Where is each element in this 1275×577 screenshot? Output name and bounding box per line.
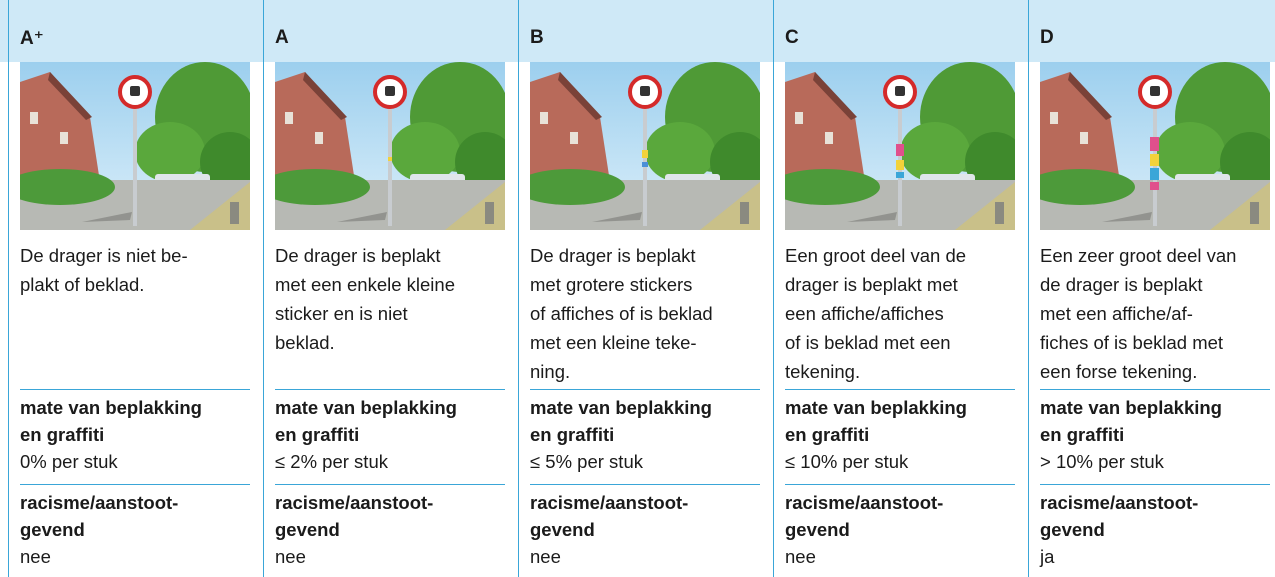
criterion-label: en graffiti (530, 424, 615, 445)
grade-label: D (1040, 27, 1054, 48)
grade-column: B De drager is beplakt met grotere sticke… (518, 0, 773, 577)
description-line: of affiches of is beklad (530, 303, 713, 324)
description-line: De drager is beplakt (530, 245, 696, 266)
grade-label: A (275, 27, 289, 48)
grade-label: A⁺ (20, 28, 44, 49)
grade-label: C (785, 27, 799, 48)
criterion-label: racisme/aanstoot- (1040, 492, 1199, 513)
description-line: Een groot deel van de (785, 245, 967, 266)
criterion-value: nee (20, 546, 51, 567)
criterion-label: en graffiti (275, 424, 360, 445)
description-line: met grotere stickers (530, 274, 693, 295)
separator (275, 484, 505, 485)
criterion-label: gevend (530, 519, 595, 540)
criterion-label: en graffiti (785, 424, 870, 445)
criterion-value: ≤ 5% per stuk (530, 451, 643, 472)
description-line: fiches of is beklad met (1040, 332, 1224, 353)
description-line: sticker en is niet (275, 303, 408, 324)
criterion-label: racisme/aanstoot- (20, 492, 179, 513)
grade-column: D Een zeer groot deel van de drager is be… (1028, 0, 1275, 577)
separator (530, 484, 760, 485)
description-line: ning. (530, 361, 571, 382)
street-photo (785, 62, 1015, 230)
grade-column: C Een groot deel van de drager is beplakt… (773, 0, 1028, 577)
criterion-label: en graffiti (1040, 424, 1125, 445)
grade-label: B (530, 27, 544, 48)
description-line: met een enkele kleine (275, 274, 455, 295)
criterion-label: gevend (785, 519, 850, 540)
criterion-value: nee (785, 546, 816, 567)
description-line: of is beklad met een (785, 332, 951, 353)
criterion-label: mate van beplakking (1040, 397, 1222, 418)
description-line: Een zeer groot deel van (1040, 245, 1237, 266)
criterion-label: racisme/aanstoot- (785, 492, 944, 513)
criterion-value: ja (1040, 546, 1055, 567)
criterion-label: mate van beplakking (785, 397, 967, 418)
criterion-value: 0% per stuk (20, 451, 118, 472)
separator (530, 389, 760, 390)
separator (1040, 389, 1270, 390)
criterion-label: gevend (20, 519, 85, 540)
criterion-label: en graffiti (20, 424, 105, 445)
criterion-value: ≤ 10% per stuk (785, 451, 909, 472)
description-line: beklad. (275, 332, 335, 353)
description-line: met een affiche/af- (1040, 303, 1193, 324)
street-photo (530, 62, 760, 230)
criterion-value: nee (275, 546, 306, 567)
description-line: de drager is beplakt (1040, 274, 1203, 295)
criterion-label: mate van beplakking (530, 397, 712, 418)
criterion-label: mate van beplakking (275, 397, 457, 418)
description-line: met een kleine teke- (530, 332, 697, 353)
description-line: tekening. (785, 361, 861, 382)
criterion-label: racisme/aanstoot- (530, 492, 689, 513)
criterion-label: gevend (275, 519, 340, 540)
separator (785, 484, 1015, 485)
description-line: De drager is beplakt (275, 245, 441, 266)
separator (20, 389, 250, 390)
criterion-value: ≤ 2% per stuk (275, 451, 388, 472)
street-photo (20, 62, 250, 230)
criterion-label: racisme/aanstoot- (275, 492, 434, 513)
description-line: plakt of beklad. (20, 274, 145, 295)
description-line: een forse tekening. (1040, 361, 1198, 382)
grade-column: A⁺ De drager is niet be-plakt of beklad.… (8, 0, 263, 577)
criterion-value: > 10% per stuk (1040, 451, 1164, 472)
street-photo (1040, 62, 1270, 230)
street-photo (275, 62, 505, 230)
grade-column: A De drager is beplakt met een enkele kle… (263, 0, 518, 577)
separator (785, 389, 1015, 390)
criterion-value: nee (530, 546, 561, 567)
description-line: een affiche/affiches (785, 303, 944, 324)
separator (20, 484, 250, 485)
separator (1040, 484, 1270, 485)
criterion-label: mate van beplakking (20, 397, 202, 418)
separator (275, 389, 505, 390)
header-band (0, 0, 1275, 62)
criterion-label: gevend (1040, 519, 1105, 540)
description-line: drager is beplakt met (785, 274, 958, 295)
description-line: De drager is niet be- (20, 245, 188, 266)
